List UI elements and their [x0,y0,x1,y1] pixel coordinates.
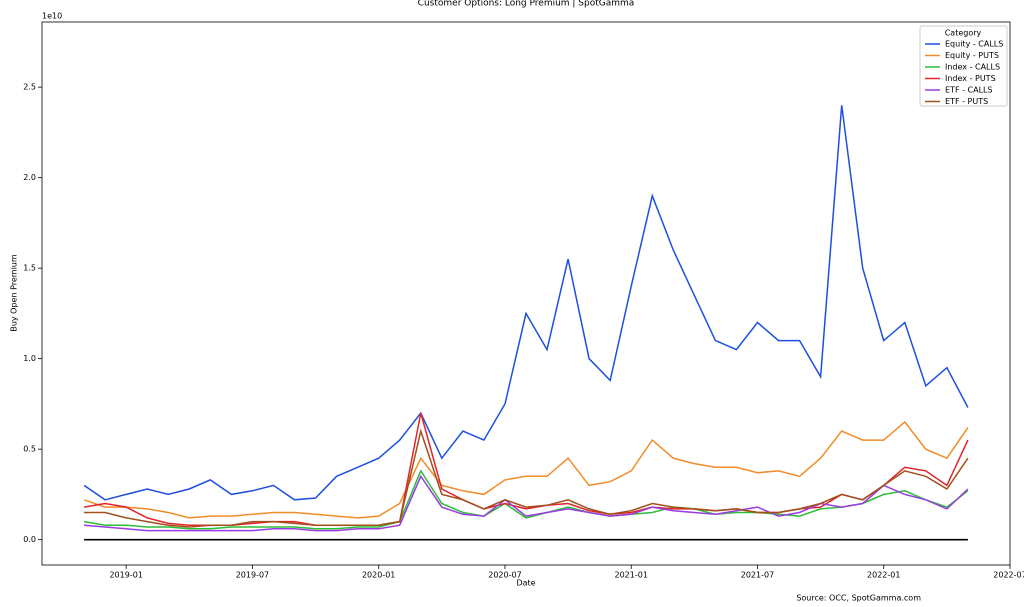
x-axis-label: Date [516,579,535,588]
x-tick-label: 2019-07 [236,571,269,580]
series-line [83,105,969,501]
series-line [83,469,969,530]
chart-title: Customer Options: Long Premium | SpotGam… [418,0,635,9]
legend-label: Equity - CALLS [945,40,1003,49]
y-tick-label: 2.5 [23,83,36,92]
y-offset-label: 1e10 [42,12,62,21]
legend-title: Category [945,29,982,38]
y-axis-label: Buy Open Premium [10,254,19,332]
x-tick-label: 2022-01 [867,571,900,580]
x-tick-label: 2019-01 [109,571,142,580]
legend-label: Index - PUTS [945,74,996,83]
legend-label: ETF - CALLS [945,86,993,95]
legend-label: Equity - PUTS [945,51,999,60]
legend-label: ETF - PUTS [945,97,988,106]
y-tick-label: 0.5 [23,445,36,454]
plot-frame [41,21,1011,566]
legend-label: Index - CALLS [945,63,1000,72]
series-line [83,420,969,519]
y-tick-label: 2.0 [23,173,36,182]
x-tick-label: 2021-01 [614,571,647,580]
x-tick-label: 2020-01 [362,571,395,580]
x-tick-label: 2020-07 [488,571,521,580]
legend-box [919,25,1008,107]
x-tick-label: 2022-07 [993,571,1024,580]
source: Source: OCC, SpotGamma.com [796,594,921,603]
y-tick-label: 1.5 [23,264,36,273]
y-tick-label: 0.0 [23,535,36,544]
x-tick-label: 2021-07 [741,571,774,580]
series-line [84,428,969,528]
y-tick-label: 1.0 [23,354,36,363]
